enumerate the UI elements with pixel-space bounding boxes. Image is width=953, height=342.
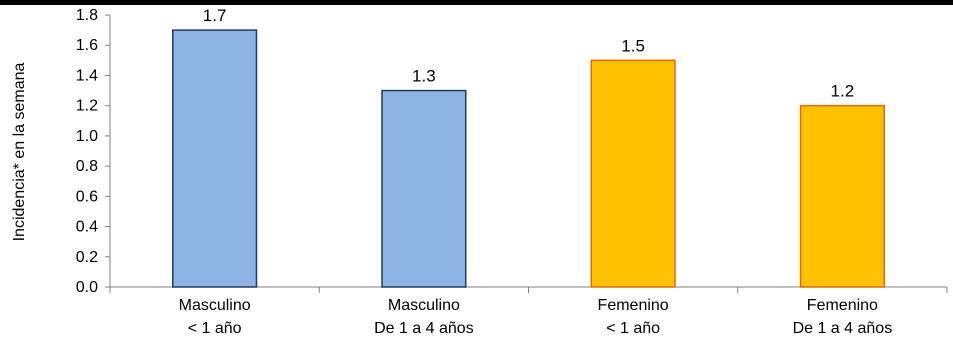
data-label: 1.3 xyxy=(412,67,436,86)
x-category-label: Femenino xyxy=(807,297,878,314)
data-label: 1.7 xyxy=(203,6,227,25)
bar xyxy=(381,89,467,288)
y-tick-label: 1.4 xyxy=(76,67,98,84)
data-labels: 1.7 1.3 1.5 1.2 xyxy=(203,6,854,101)
x-axis-categories: Masculino < 1 año Masculino De 1 a 4 años Fe… xyxy=(179,297,893,337)
y-tick-label: 0.8 xyxy=(76,158,98,175)
x-category-label: < 1 año xyxy=(606,320,660,337)
bar xyxy=(172,29,258,288)
y-tick-label: 0.6 xyxy=(76,188,98,205)
y-tick-label: 0.2 xyxy=(76,249,98,266)
data-label: 1.2 xyxy=(831,82,855,101)
x-category-label: De 1 a 4 años xyxy=(374,320,474,337)
y-axis-title: Incidencia* en la semana xyxy=(11,63,28,242)
y-tick-label: 1.8 xyxy=(76,7,98,24)
y-tick-label: 1.6 xyxy=(76,37,98,54)
y-tick-label: 0.0 xyxy=(76,279,98,296)
bar xyxy=(590,59,676,288)
bar xyxy=(799,104,885,288)
bars xyxy=(172,29,885,288)
x-category-label: De 1 a 4 años xyxy=(793,320,893,337)
y-tick-label: 0.4 xyxy=(76,219,98,236)
data-label: 1.5 xyxy=(621,36,645,55)
top-border xyxy=(0,0,953,5)
y-tick-label: 1.0 xyxy=(76,128,98,145)
y-axis-ticks: 0.0 0.2 0.4 0.6 0.8 1.0 1.2 1.4 1.6 1.8 xyxy=(76,7,110,296)
x-category-label: Masculino xyxy=(179,297,251,314)
x-category-label: Masculino xyxy=(388,297,460,314)
y-tick-label: 1.2 xyxy=(76,98,98,115)
x-category-label: < 1 año xyxy=(188,320,242,337)
x-category-label: Femenino xyxy=(598,297,669,314)
